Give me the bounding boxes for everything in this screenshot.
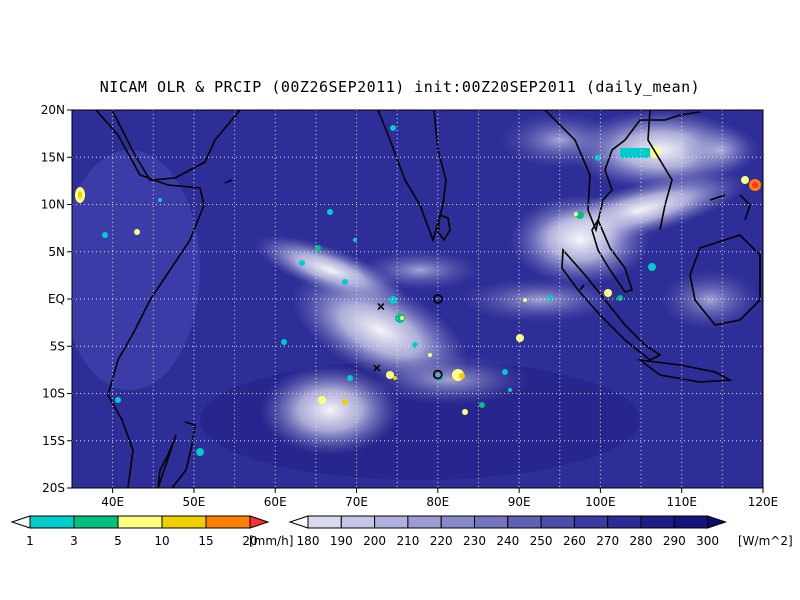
precip-legend-label: 1 <box>26 534 34 548</box>
circle-marker <box>432 369 443 380</box>
precip-patches <box>75 125 761 456</box>
precip-colorbar-box <box>73 515 119 529</box>
olr-legend-label: 220 <box>430 534 453 548</box>
lon-label: 70E <box>345 495 368 509</box>
olr-legend-label: 210 <box>396 534 419 548</box>
malay-peninsula-coastline <box>591 218 634 293</box>
olr-legend-label: 260 <box>563 534 586 548</box>
lon-label: 50E <box>183 495 206 509</box>
precip-colorbar-box <box>205 515 251 529</box>
graticule <box>72 110 763 488</box>
map-markers <box>373 294 443 380</box>
borneo-coastline <box>689 234 761 326</box>
coastlines <box>95 110 761 488</box>
latitude-labels: 20N 15N 10N 5N EQ 5S 10S 15S 20S <box>41 103 72 495</box>
olr-legend-label: 280 <box>630 534 653 548</box>
longitude-labels: 40E 50E 60E 70E 80E 90E 100E 110E 120E <box>101 488 778 509</box>
lon-label: 120E <box>748 495 779 509</box>
lon-label: 60E <box>264 495 287 509</box>
olr-colorbar-low-arrow <box>288 515 309 529</box>
lat-label: 15N <box>41 150 65 164</box>
lat-label: 20N <box>41 103 65 117</box>
precip-colorbar-high-arrow <box>249 515 270 529</box>
lat-label: 10N <box>41 198 65 212</box>
olr-colorbar-high-arrow <box>707 515 728 529</box>
sri-lanka-coastline <box>437 213 451 242</box>
lon-label: 100E <box>585 495 616 509</box>
olr-legend-label: 270 <box>596 534 619 548</box>
precip-legend-label: 20 <box>242 534 257 548</box>
map-plot-area <box>72 110 763 488</box>
sumatra-coastline <box>561 248 662 361</box>
olr-colorbar-box <box>507 515 542 529</box>
lon-label: 40E <box>101 495 124 509</box>
precip-unit: [mm/h] <box>249 534 293 548</box>
precip-legend-label: 3 <box>70 534 78 548</box>
olr-colorbar-box <box>474 515 509 529</box>
olr-legend-label: 290 <box>663 534 686 548</box>
java-coastline <box>637 358 733 383</box>
lat-label: 15S <box>42 434 65 448</box>
lat-label: EQ <box>48 292 65 306</box>
olr-colorbar-box <box>607 515 642 529</box>
precip-colorbar-box <box>161 515 207 529</box>
precip-legend: 1 3 5 10 15 20 <box>10 515 270 548</box>
southeast-asia-coastline <box>544 110 701 233</box>
lat-label: 5S <box>50 339 65 353</box>
precip-colorbar-low-arrow <box>10 515 31 529</box>
olr-legend-label: 250 <box>530 534 553 548</box>
olr-colorbar-box <box>673 515 709 529</box>
precip-legend-label: 10 <box>154 534 169 548</box>
lat-label: 10S <box>42 387 65 401</box>
precip-colorbar-box <box>29 515 75 529</box>
olr-unit: [W/m^2] <box>738 534 793 548</box>
map-title: NICAM OLR & PRCIP (00Z26SEP2011) init:00… <box>99 78 701 96</box>
olr-colorbar-box <box>340 515 376 529</box>
circle-marker <box>432 294 443 304</box>
olr-colorbar-box <box>640 515 675 529</box>
olr-legend-label: 180 <box>297 534 320 548</box>
cross-marker <box>373 364 381 372</box>
olr-shading <box>72 110 760 480</box>
precip-legend-label: 5 <box>114 534 122 548</box>
madagascar-coastline <box>157 421 196 488</box>
philippines-coastline <box>709 194 751 221</box>
lon-label: 110E <box>666 495 697 509</box>
lat-label: 5N <box>48 245 65 259</box>
islands-coastline <box>224 179 585 291</box>
precip-colorbar-box <box>117 515 163 529</box>
indochina-coastline <box>647 110 673 231</box>
olr-legend-label: 190 <box>330 534 353 548</box>
arabia-coastline <box>111 110 241 181</box>
lat-label: 20S <box>42 481 65 495</box>
olr-legend-label: 200 <box>363 534 386 548</box>
olr-colorbar-box <box>374 515 409 529</box>
olr-colorbar-box <box>540 515 575 529</box>
olr-colorbar-box <box>407 515 442 529</box>
olr-colorbar-box <box>307 515 342 529</box>
olr-colorbar-box <box>440 515 476 529</box>
olr-legend: 180 190 200 210 220 230 240 250 260 270 280 290 300 <box>288 515 728 548</box>
olr-legend-label: 230 <box>463 534 486 548</box>
olr-legend-label: 240 <box>496 534 519 548</box>
olr-colorbar-box <box>573 515 609 529</box>
cross-marker <box>377 303 385 311</box>
olr-legend-label: 300 <box>696 534 719 548</box>
precip-legend-label: 15 <box>198 534 213 548</box>
lon-label: 80E <box>426 495 449 509</box>
india-coastline <box>377 110 447 243</box>
lon-label: 90E <box>508 495 531 509</box>
